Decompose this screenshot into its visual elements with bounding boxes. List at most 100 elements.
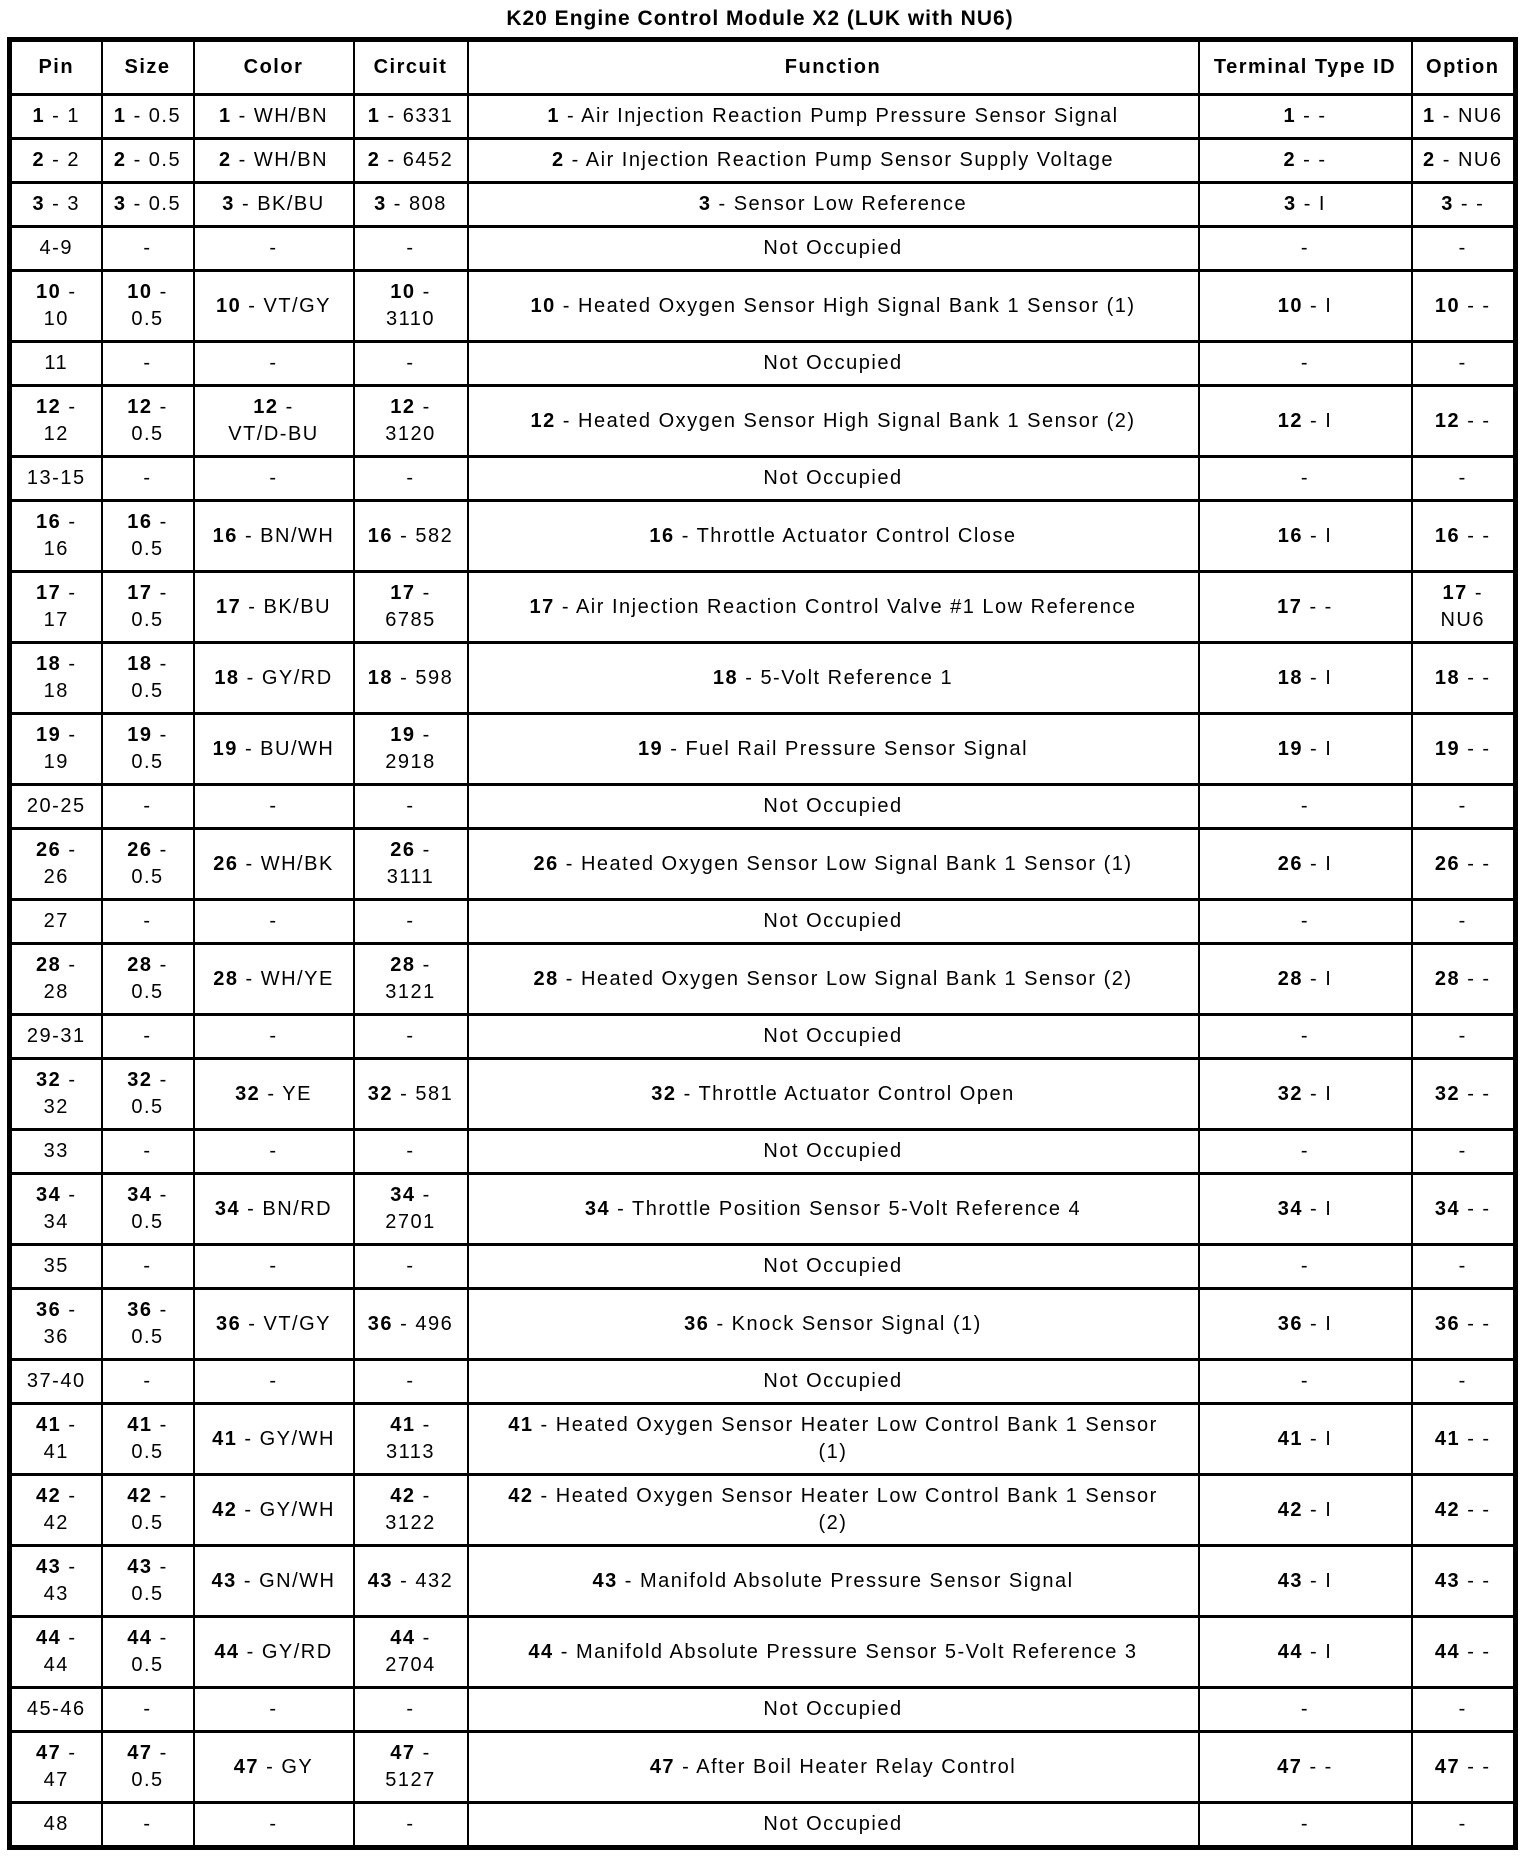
pin-number-prefix: 26 <box>213 852 239 875</box>
separator: - <box>234 193 258 215</box>
function-cell: Not Occupied <box>466 1013 1200 1060</box>
circuit-cell: 12 - 3120 <box>352 384 469 458</box>
empty-value: - <box>269 1140 278 1162</box>
separator: - <box>560 105 582 127</box>
pin-range-label: 45-46 <box>26 1698 86 1720</box>
color-cell: - <box>192 1358 355 1405</box>
separator: - <box>238 852 261 875</box>
terminal-type-id-cell: - <box>1197 1358 1413 1405</box>
empty-value: - <box>269 1698 278 1720</box>
pin-number-prefix: 41 <box>1434 1427 1461 1450</box>
column-header-circuit: Circuit <box>352 38 469 96</box>
size-cell: 28 - 0.5 <box>100 942 195 1016</box>
separator: - <box>674 524 697 547</box>
pin-cell: 11 <box>8 340 103 387</box>
circuit-value: 3122 <box>385 1512 436 1534</box>
pin-value: 16 <box>43 538 69 560</box>
separator: - <box>152 582 168 604</box>
color-cell: - <box>192 783 355 830</box>
color-cell: 2 - WH/BN <box>192 137 355 184</box>
color-value: GY/WH <box>259 1498 335 1521</box>
function-cell: 26 - Heated Oxygen Sensor Low Signal Ban… <box>466 827 1200 901</box>
size-cell: - <box>100 1358 195 1405</box>
pin-number-prefix: 32 <box>235 1082 261 1105</box>
pin-number-prefix: 47 <box>36 1742 62 1764</box>
separator: - <box>554 595 576 618</box>
table-row: 10 - 10 10 - 0.5 10 - VT/GY 10 - 3110 10 - H… <box>8 269 1517 343</box>
pin-cell: 18 - 18 <box>8 641 103 715</box>
circuit-value: 6452 <box>402 149 454 171</box>
pin-number-prefix: 16 <box>127 511 153 533</box>
separator: - <box>61 1069 77 1091</box>
pin-number-prefix: 41 <box>1277 1427 1303 1450</box>
option-value: - <box>1482 1197 1491 1220</box>
terminal-type-id-cell: 12 - I <box>1197 384 1413 458</box>
color-value: BK/BU <box>263 595 332 618</box>
not-occupied-label: Not Occupied <box>763 1255 903 1277</box>
color-cell: 47 - GY <box>192 1730 355 1804</box>
pin-number-prefix: 34 <box>390 1184 416 1206</box>
function-cell: 19 - Fuel Rail Pressure Sensor Signal <box>466 712 1200 786</box>
page-title: K20 Engine Control Module X2 (LUK with N… <box>506 7 1014 30</box>
color-value: GY/RD <box>261 1640 333 1663</box>
color-value: WH/BN <box>253 105 329 127</box>
color-cell: 10 - VT/GY <box>192 269 355 343</box>
size-value: 0.5 <box>131 1512 164 1534</box>
circuit-cell: 16 - 582 <box>352 499 469 573</box>
size-value: 0.5 <box>131 981 164 1003</box>
separator: - <box>61 511 77 533</box>
pin-number-prefix: 44 <box>214 1640 240 1663</box>
pin-number-prefix: 3 <box>113 193 127 215</box>
column-header-pin: Pin <box>8 38 103 96</box>
color-value: GY/RD <box>261 666 333 689</box>
separator: - <box>152 1627 168 1649</box>
option-value: - <box>1482 409 1491 432</box>
pin-number-prefix: 1 <box>218 105 232 127</box>
pin-number-prefix: 47 <box>233 1755 260 1778</box>
option-cell: 32 - - <box>1410 1057 1517 1131</box>
separator: - <box>610 1197 632 1220</box>
terminal-type-id-cell: - <box>1197 1243 1413 1290</box>
terminal-type-id-value: I <box>1325 1082 1333 1105</box>
pin-value: 2 <box>67 149 81 171</box>
pin-number-prefix: 28 <box>390 954 416 976</box>
table-row-not-occupied: 4-9 - - - Not Occupied - - <box>8 225 1517 272</box>
separator: - <box>1460 1569 1483 1592</box>
circuit-value: 6785 <box>385 609 436 631</box>
separator: - <box>393 1082 416 1105</box>
empty-value: - <box>1458 1370 1467 1392</box>
circuit-value: 3121 <box>385 981 436 1003</box>
table-row: 47 - 47 47 - 0.5 47 - GY 47 - 5127 47 - Afte… <box>8 1730 1517 1804</box>
option-value: - <box>1482 737 1491 760</box>
separator: - <box>61 1742 77 1764</box>
color-value: WH/BN <box>253 149 329 171</box>
terminal-type-id-cell: 19 - I <box>1197 712 1413 786</box>
color-value: GY <box>281 1755 314 1778</box>
function-cell: 2 - Air Injection Reaction Pump Sensor S… <box>466 137 1200 184</box>
separator: - <box>238 967 261 990</box>
pin-number-prefix: 10 <box>390 281 416 303</box>
separator: - <box>415 396 431 418</box>
separator: - <box>259 1755 282 1778</box>
function-cell: Not Occupied <box>466 1686 1200 1733</box>
pin-cell: 29-31 <box>8 1013 103 1060</box>
empty-value: - <box>269 795 278 817</box>
terminal-type-id-value: - <box>1318 149 1327 171</box>
terminal-type-id-cell: - <box>1197 1686 1413 1733</box>
option-cell: 28 - - <box>1410 942 1517 1016</box>
pin-number-prefix: 26 <box>36 839 62 861</box>
table-row: 16 - 16 16 - 0.5 16 - BN/WH 16 - 582 16 - Th… <box>8 499 1517 573</box>
color-cell: 32 - YE <box>192 1057 355 1131</box>
function-cell: 3 - Sensor Low Reference <box>466 181 1200 228</box>
pin-range-label: 35 <box>43 1255 69 1277</box>
pin-value: 47 <box>43 1769 69 1791</box>
terminal-type-id-value: I <box>1325 409 1333 432</box>
size-value: 0.5 <box>131 1654 164 1676</box>
pin-number-prefix: 3 <box>698 193 712 215</box>
circuit-cell: - <box>352 1128 469 1175</box>
pin-number-prefix: 19 <box>212 737 238 760</box>
pin-number-prefix: 17 <box>1442 582 1468 604</box>
pin-number-prefix: 12 <box>530 409 556 432</box>
table-row: 36 - 36 36 - 0.5 36 - VT/GY 36 - 496 36 - Kn… <box>8 1287 1517 1361</box>
separator: - <box>555 294 579 317</box>
